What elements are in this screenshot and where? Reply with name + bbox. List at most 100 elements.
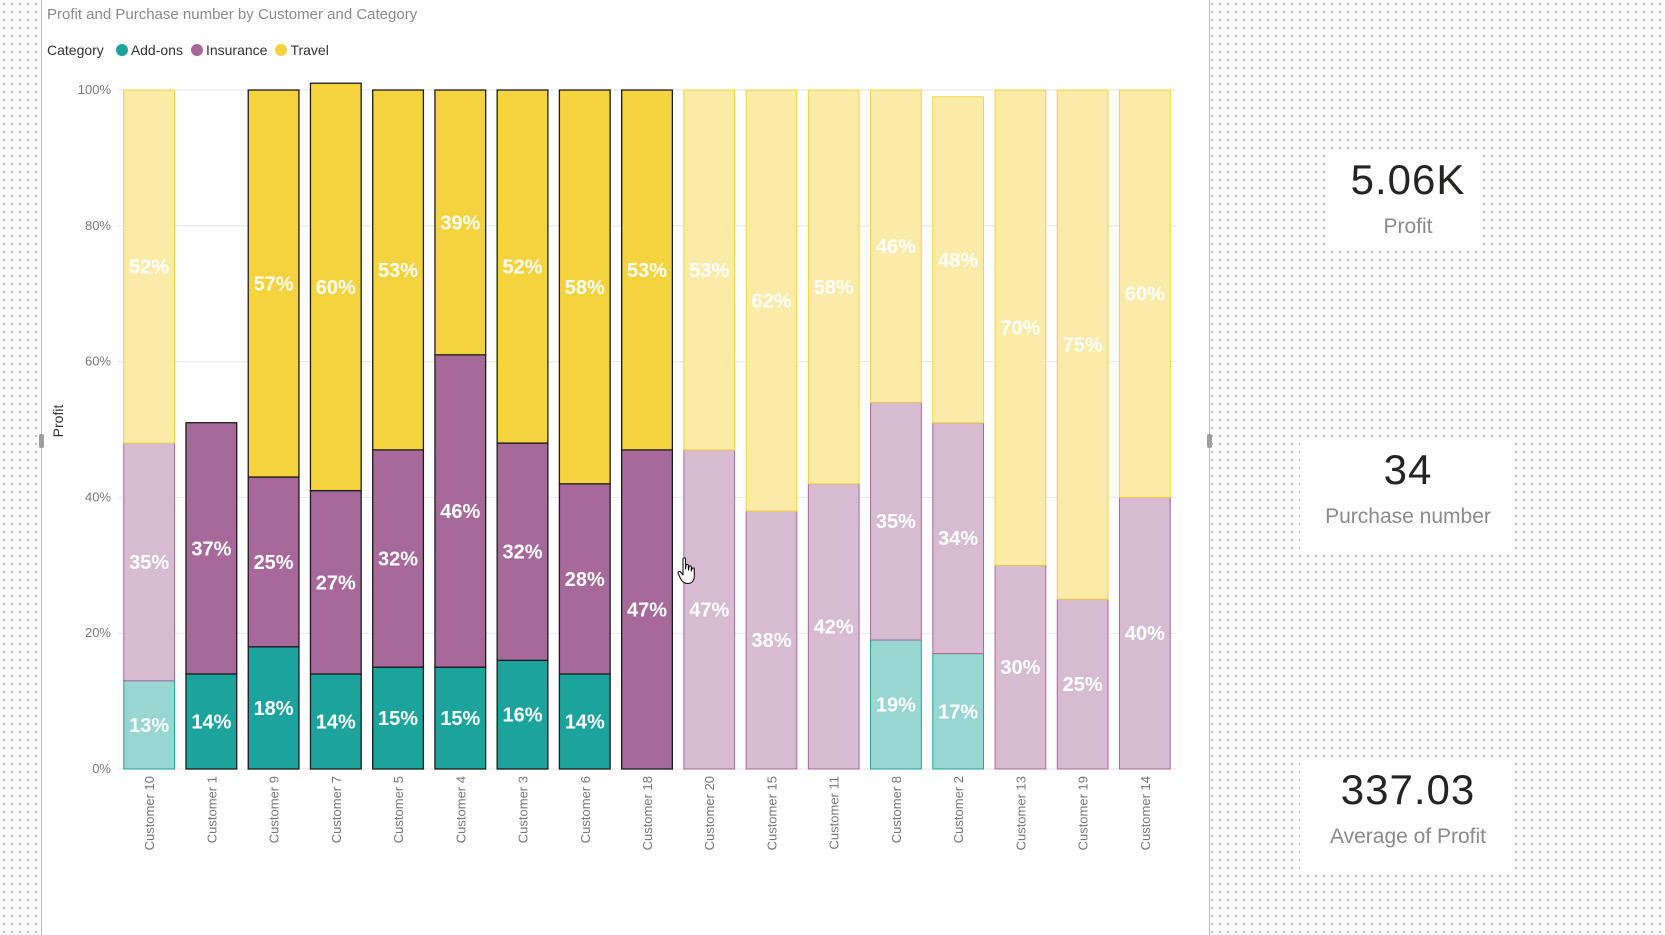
bar-customer-6-insurance[interactable] [558,483,611,675]
kpi-cards: 5.06K Profit 34 Purchase number 337.03 A… [1213,0,1603,935]
bar-customer-7-travel[interactable] [309,82,362,492]
y-tick-label: 80% [85,218,111,233]
bar-customer-13-travel[interactable] [994,89,1047,566]
data-label-customer-11-insurance: 42% [814,616,854,638]
bar-customer-7-insurance[interactable] [309,489,362,675]
legend-item-travel[interactable]: Travel [275,42,329,58]
bar-customer-3-insurance[interactable] [496,442,549,662]
x-tick-label-customer-19: Customer 19 [1076,776,1091,850]
card-purchase-number-label: Purchase number [1325,505,1491,528]
data-label-customer-13-travel: 70% [1000,318,1040,340]
bar-customer-3-add-ons[interactable] [496,659,549,770]
legend: Category Add-ons Insurance Travel [47,41,329,59]
bar-customer-7-add-ons[interactable] [309,673,362,770]
y-tick-label: 20% [85,625,111,640]
bar-customer-8-add-ons[interactable] [870,639,922,770]
card-purchase-number-value: 34 [1383,446,1433,493]
bar-customer-4-insurance[interactable] [434,354,487,668]
data-label-customer-3-insurance: 32% [503,542,543,564]
data-label-customer-11-travel: 58% [814,277,854,299]
data-label-customer-20-travel: 53% [689,260,729,282]
chart-title: Profit and Purchase number by Customer a… [47,6,418,23]
x-tick-label-customer-7: Customer 7 [329,776,344,843]
data-label-customer-14-travel: 60% [1125,284,1165,306]
data-label-customer-5-add-ons: 15% [378,708,418,730]
left-resize-handle[interactable] [39,434,44,448]
legend-item-insurance[interactable]: Insurance [190,42,267,58]
bar-customer-10-insurance[interactable] [123,442,175,682]
bar-customer-8-insurance[interactable] [870,401,922,641]
bar-customer-11-insurance[interactable] [807,483,860,770]
bar-customer-2-travel[interactable] [932,96,985,424]
data-label-customer-7-add-ons: 14% [316,711,356,733]
bar-customer-6-travel[interactable] [558,89,611,485]
bar-customer-11-travel[interactable] [807,89,860,485]
bar-customer-9-travel[interactable] [247,89,300,478]
bar-customer-4-add-ons[interactable] [434,666,487,770]
bar-customer-19-travel[interactable] [1056,89,1109,600]
data-label-customer-7-insurance: 27% [316,572,356,594]
data-label-customer-18-travel: 53% [627,260,667,282]
bar-customer-14-travel[interactable] [1119,89,1171,498]
data-label-customer-19-travel: 75% [1063,335,1103,357]
data-label-customer-13-insurance: 30% [1000,657,1040,679]
card-profit-background [1330,150,1482,250]
bar-customer-5-insurance[interactable] [372,449,425,668]
data-label-customer-8-insurance: 35% [876,511,916,533]
bar-customer-1-add-ons[interactable] [185,673,238,770]
data-label-customer-8-add-ons: 19% [876,694,916,716]
bar-customer-5-travel[interactable] [372,89,425,451]
data-label-customer-5-travel: 53% [378,260,418,282]
card-profit-value: 5.06K [1350,156,1466,203]
data-label-customer-10-insurance: 35% [129,552,169,574]
bar-customer-20-travel[interactable] [683,89,736,451]
bar-customer-20-insurance[interactable] [683,449,736,770]
card-purchase-background [1300,440,1514,550]
visual-left-border [41,0,42,935]
bar-customer-3-travel[interactable] [496,89,549,444]
data-label-customer-2-insurance: 34% [938,528,978,550]
stacked-bar-chart: 0% 20% 40% 60% 80% 100% 13% 35% 52% Customer 10 14… [78,82,1176,850]
bar-customer-6-add-ons[interactable] [558,673,611,770]
x-tick-label-customer-15: Customer 15 [764,776,779,850]
x-tick-label-customer-14: Customer 14 [1138,776,1153,850]
card-average-background [1300,760,1514,870]
x-tick-label-customer-5: Customer 5 [391,776,406,843]
hand-cursor-icon [677,557,695,585]
legend-label-add-ons: Add-ons [130,42,183,58]
x-tick-label-customer-11: Customer 11 [827,776,842,849]
bar-customer-14-insurance[interactable] [1119,496,1171,770]
bar-customer-9-insurance[interactable] [247,476,300,648]
y-tick-label: 40% [85,489,111,504]
bar-customer-15-insurance[interactable] [745,510,798,770]
bar-customer-15-travel[interactable] [745,89,798,512]
bar-customer-9-add-ons[interactable] [247,646,300,770]
bar-customer-4-travel[interactable] [434,89,487,356]
data-label-customer-14-insurance: 40% [1125,623,1165,645]
data-label-customer-15-travel: 62% [751,290,791,312]
data-label-customer-1-add-ons: 14% [191,711,231,733]
legend-marker-add-ons [115,44,128,56]
bar-customer-1-insurance[interactable] [185,422,238,675]
y-tick-label: 100% [78,82,112,97]
bar-customer-10-add-ons[interactable] [123,680,175,770]
bar-customer-2-add-ons[interactable] [932,653,985,770]
data-label-customer-9-insurance: 25% [254,552,294,574]
legend-item-add-ons[interactable]: Add-ons [115,42,183,58]
data-label-customer-9-travel: 57% [254,274,294,296]
bar-customer-2-insurance[interactable] [932,422,985,655]
bar-customer-13-insurance[interactable] [994,564,1047,770]
right-resize-handle[interactable] [1207,434,1212,448]
data-label-customer-4-insurance: 46% [440,501,480,523]
data-label-customer-6-travel: 58% [565,277,605,299]
bar-customer-10-travel[interactable] [123,89,175,444]
bar-customer-5-add-ons[interactable] [372,666,425,770]
x-tick-label-customer-13: Customer 13 [1013,776,1028,850]
bar-customer-18-insurance[interactable] [620,449,674,770]
bar-customer-18-travel[interactable] [620,89,674,451]
visual-right-border [1209,0,1210,935]
data-label-customer-10-travel: 52% [129,257,169,279]
x-tick-label-customer-1: Customer 1 [204,776,219,843]
data-label-customer-15-insurance: 38% [751,630,791,652]
bar-customer-8-travel[interactable] [870,89,922,403]
